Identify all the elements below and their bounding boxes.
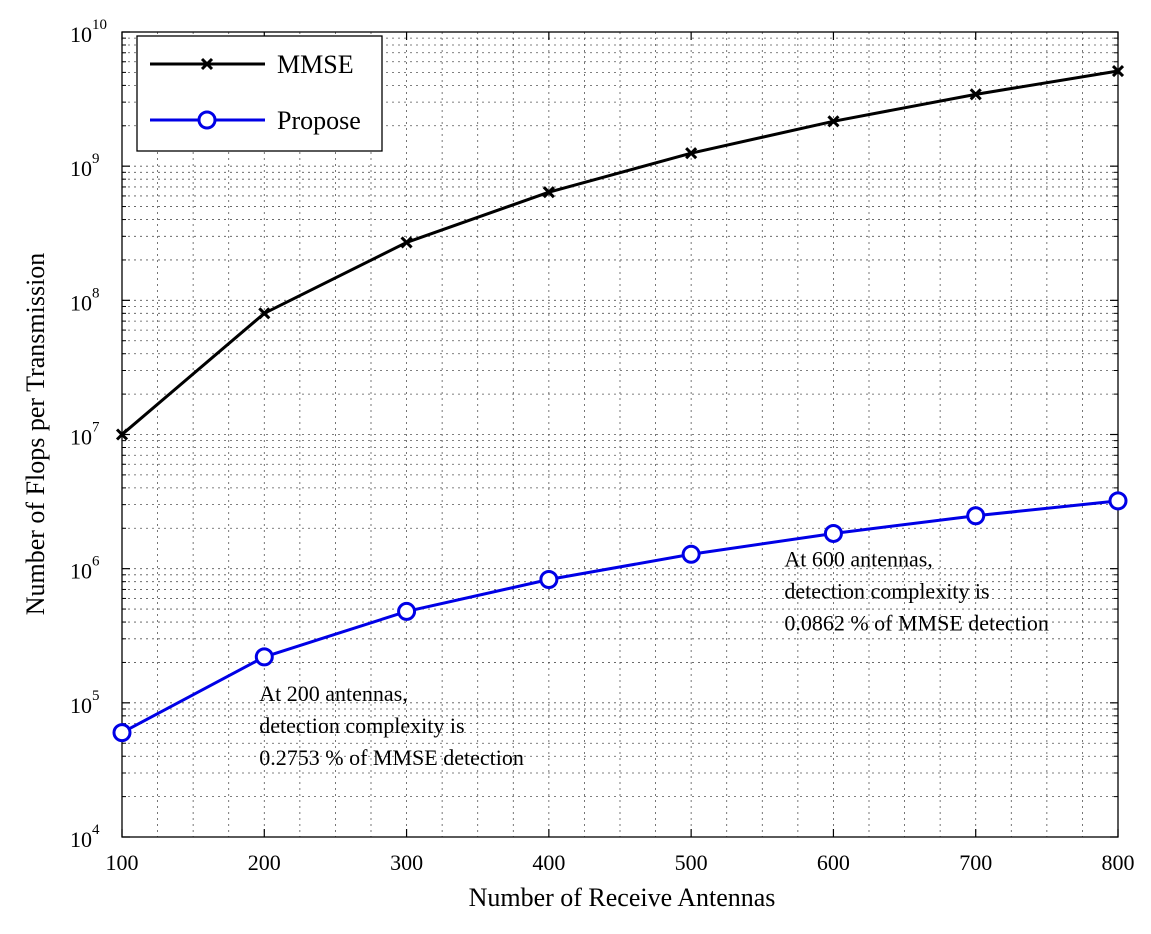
series-mmse xyxy=(115,64,1125,441)
legend-marker-propose xyxy=(197,110,217,130)
series-layer xyxy=(112,64,1128,743)
grid xyxy=(122,32,1118,837)
series-propose xyxy=(112,491,1128,743)
legend: MMSE Propose xyxy=(136,35,383,152)
x-tick-label: 800 xyxy=(1102,850,1135,875)
y-tick-label: 108 xyxy=(70,285,100,315)
legend-label-propose: Propose xyxy=(277,106,361,135)
data-point-mmse xyxy=(685,147,698,160)
x-tick-label: 200 xyxy=(248,850,281,875)
y-axis-title: Number of Flops per Transmission xyxy=(21,253,50,616)
legend-label-mmse: MMSE xyxy=(277,50,354,79)
y-tick-label: 107 xyxy=(70,420,100,450)
data-point-mmse xyxy=(827,115,840,128)
data-point-propose xyxy=(1108,491,1128,511)
legend-item-mmse: MMSE xyxy=(150,50,354,79)
x-tick-label: 300 xyxy=(390,850,423,875)
series-line-mmse xyxy=(121,69,1119,436)
annotation-ann-200: At 200 antennas, detection complexity is 0… xyxy=(259,681,524,770)
data-point-propose xyxy=(397,601,417,621)
data-point-propose xyxy=(823,523,843,543)
y-tick-label: 104 xyxy=(70,822,100,852)
data-point-mmse xyxy=(258,307,271,320)
y-tick-label: 109 xyxy=(70,151,100,181)
x-tick-label: 700 xyxy=(959,850,992,875)
data-point-propose xyxy=(966,506,986,526)
data-point-propose xyxy=(112,723,132,743)
x-tick-label: 100 xyxy=(106,850,139,875)
data-point-mmse xyxy=(115,428,129,441)
x-tick-label: 400 xyxy=(532,850,565,875)
data-point-propose xyxy=(681,544,701,564)
y-tick-label: 105 xyxy=(70,688,100,718)
x-tick-label: 600 xyxy=(817,850,850,875)
data-point-propose xyxy=(539,570,559,590)
x-axis-title: Number of Receive Antennas xyxy=(469,883,776,912)
data-point-mmse xyxy=(1111,64,1125,78)
x-tick-label: 500 xyxy=(675,850,708,875)
legend-marker-mmse xyxy=(200,57,214,71)
legend-item-propose: Propose xyxy=(150,106,361,135)
legend-box xyxy=(136,35,383,152)
data-point-mmse xyxy=(400,236,413,249)
data-point-propose xyxy=(254,647,274,667)
data-point-mmse xyxy=(542,186,555,199)
annotation-ann-600: At 600 antennas, detection complexity is 0… xyxy=(784,547,1049,636)
data-point-mmse xyxy=(969,88,982,101)
y-tick-label: 106 xyxy=(70,554,100,584)
annotations: At 200 antennas, detection complexity is 0… xyxy=(259,547,1049,770)
ticks: 100 200 300 400 500 600 700 800 104 105 106 107 108 1… xyxy=(70,17,1135,875)
series-line-propose xyxy=(121,499,1119,734)
y-tick-label: 1010 xyxy=(70,17,107,47)
